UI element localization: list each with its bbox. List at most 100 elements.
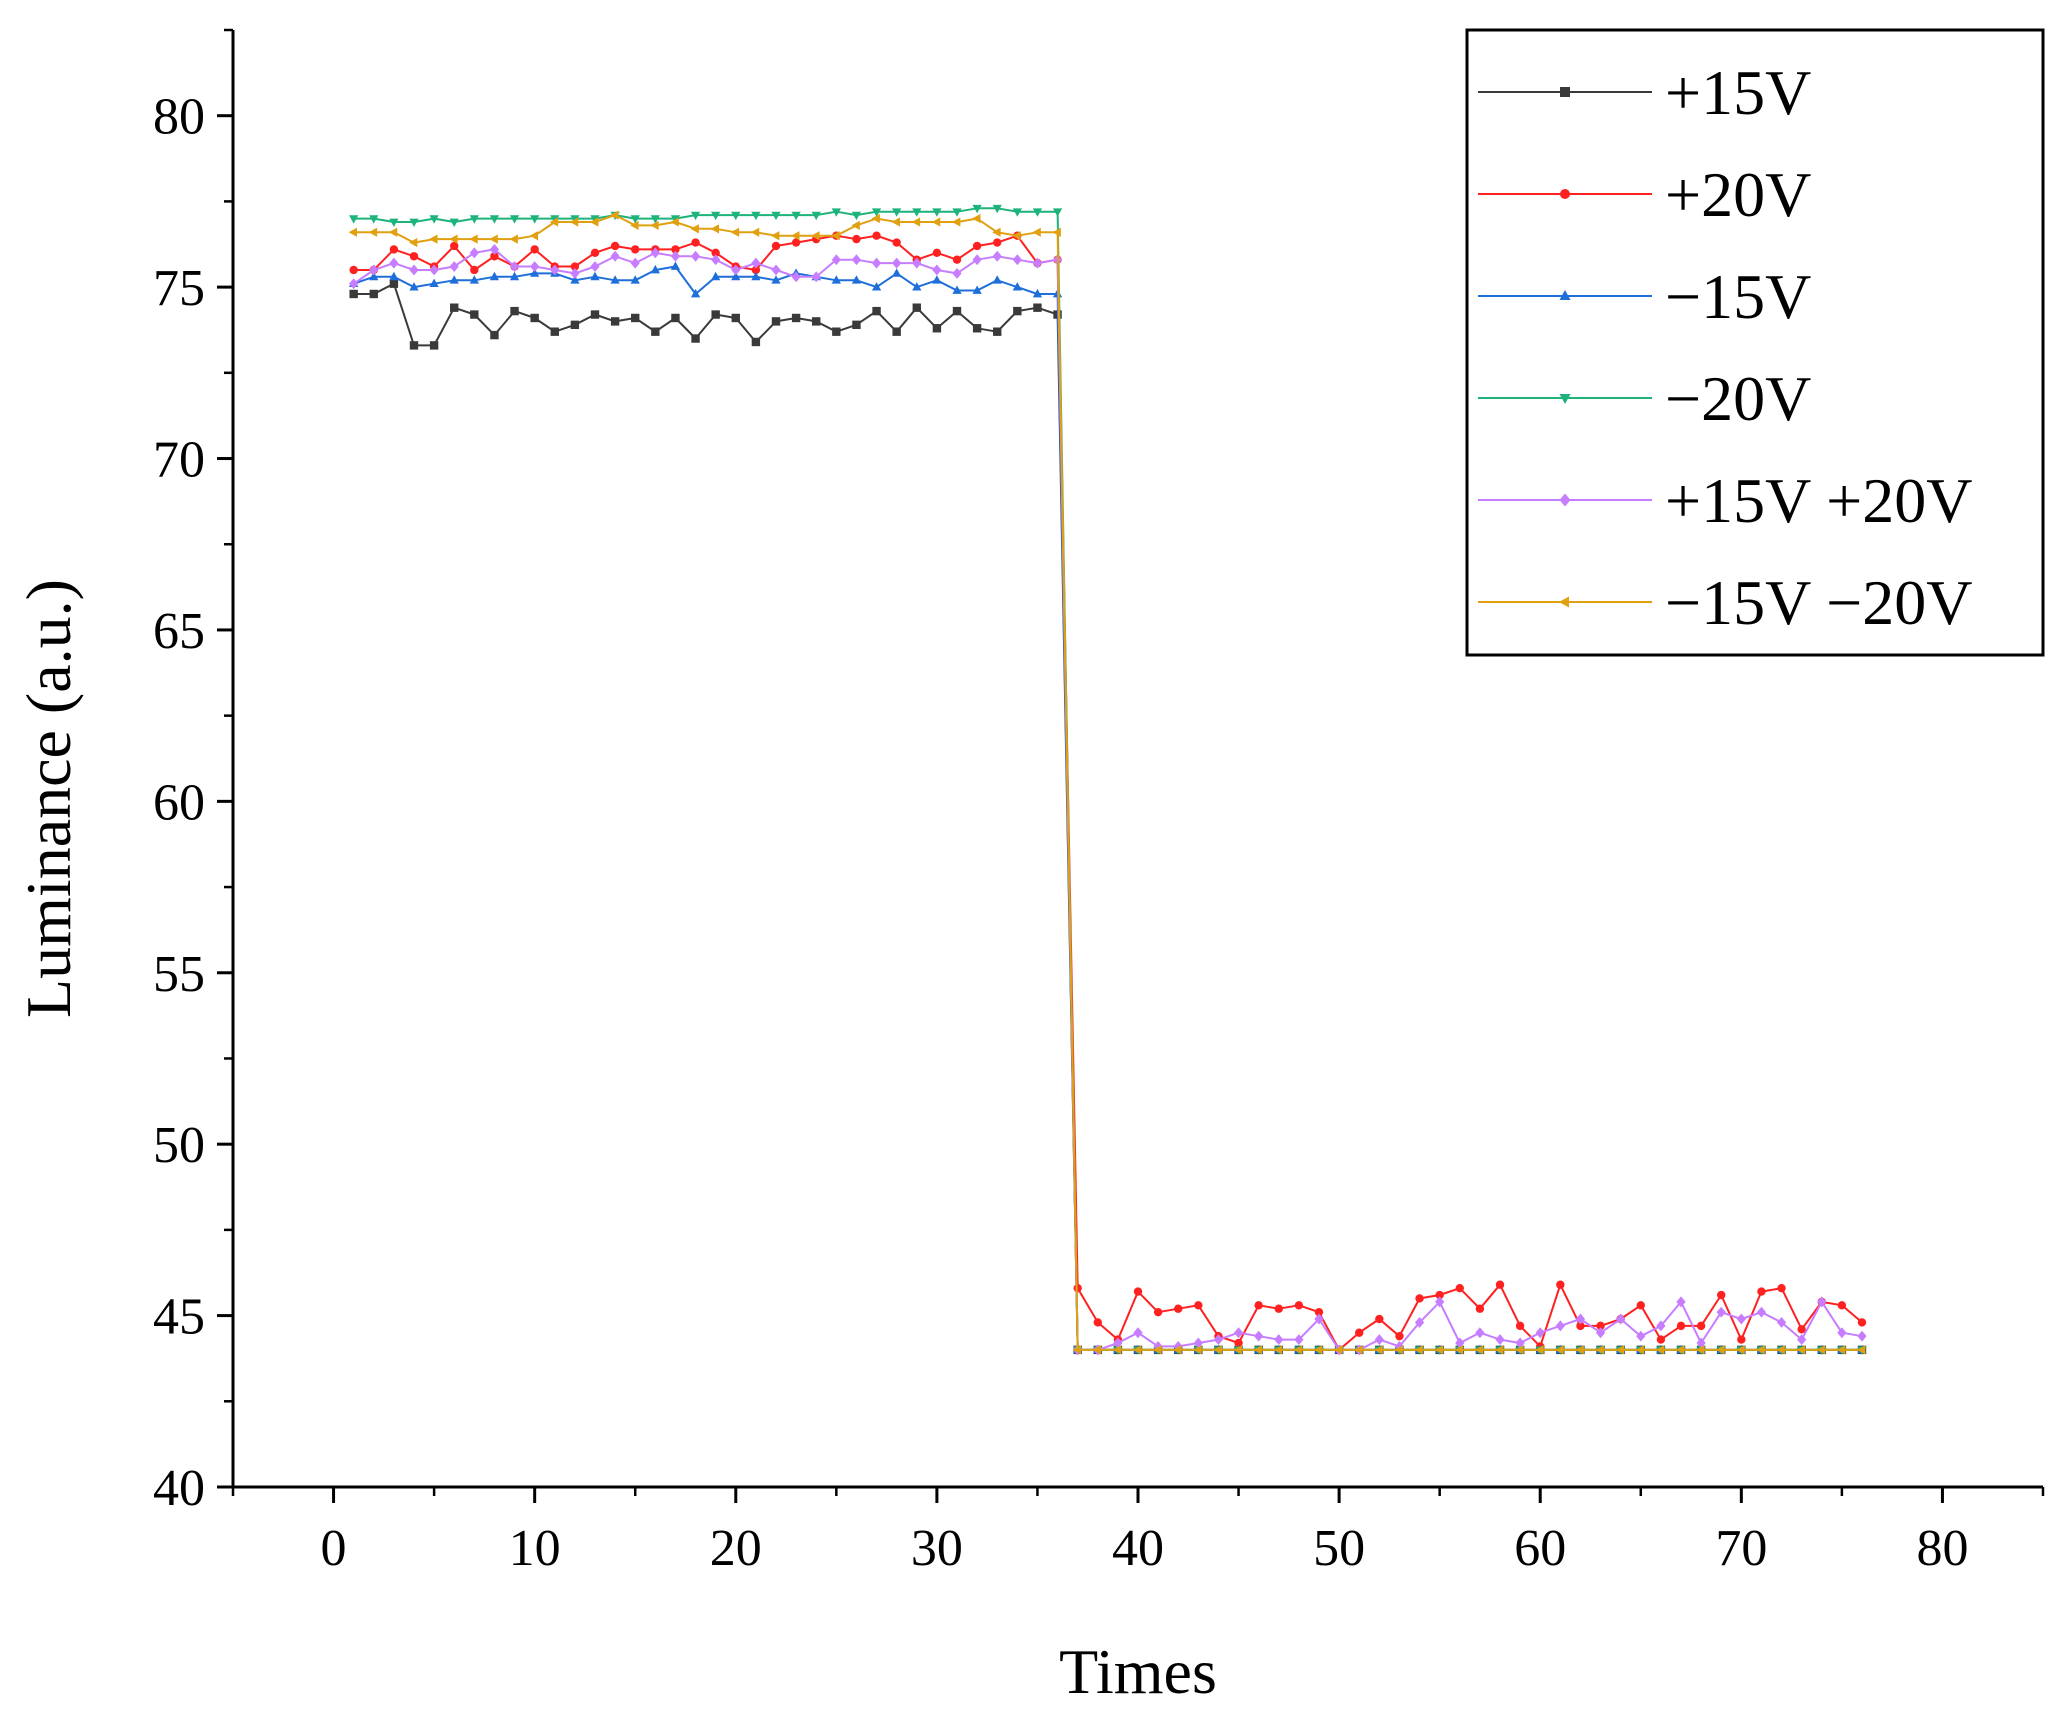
data-point [409,282,419,291]
data-point [409,341,419,350]
data-point [670,217,679,227]
data-point [691,334,700,343]
data-point [1012,282,1022,291]
data-point [1112,1345,1122,1355]
data-point [1615,1345,1625,1355]
x-tick-label: 30 [911,1520,963,1577]
data-point [1576,1321,1585,1331]
data-point [469,234,478,244]
data-point [952,208,962,217]
data-point [1737,1335,1746,1344]
data-point [389,257,399,269]
data-point [1294,1301,1304,1310]
data-point [1072,1345,1082,1355]
legend-marker [1560,87,1570,97]
data-point [1273,1345,1283,1355]
data-point [1495,1334,1505,1346]
data-point [449,218,459,228]
data-point [1494,1345,1504,1355]
y-axis-title: Luminance (a.u.) [13,579,84,1018]
data-point [1113,1337,1123,1349]
series-line [353,248,1863,1351]
data-point [851,275,862,284]
data-point [1515,1337,1525,1349]
data-point [1656,1320,1666,1332]
data-point [1857,1318,1867,1327]
data-point [952,285,962,294]
data-point [409,218,419,228]
data-point [831,231,840,241]
data-point [1776,1345,1785,1355]
data-point [470,265,479,275]
data-point [1012,231,1021,241]
data-point [972,254,982,266]
data-point [932,248,942,258]
data-point [631,313,640,323]
data-point [932,275,942,284]
y-tick-label: 70 [153,432,205,489]
chart-axes-layer: 0 10 20 30 40 50 60 70 80 40 45 50 55 60 65 70 75 80 [153,28,2045,1577]
data-point [1033,303,1042,312]
data-point [1656,1335,1666,1344]
series-4 [349,243,1867,1356]
data-point [1797,1325,1806,1334]
data-point [409,264,419,276]
data-point [1475,1304,1485,1313]
data-point [791,231,800,241]
data-point [751,271,761,281]
data-point [650,220,659,231]
data-point [1515,1345,1524,1355]
data-point [510,306,519,316]
y-tick-label: 55 [153,946,205,1003]
data-point [1374,1334,1384,1346]
data-point [711,271,721,281]
data-point [1233,1345,1242,1355]
data-point [871,282,882,291]
data-point [972,285,982,294]
data-point [570,275,580,284]
data-point [1093,1318,1102,1327]
data-point [1776,1316,1787,1328]
data-point [1555,1320,1565,1332]
data-point [429,278,439,288]
data-point [1435,1296,1445,1308]
data-point [1354,1345,1363,1355]
data-point [811,231,820,241]
data-point [1414,1345,1423,1355]
data-point [993,327,1002,336]
data-point [449,234,458,244]
data-point [1153,1345,1162,1355]
data-point [408,237,418,248]
data-point [388,227,398,237]
data-point [1817,1296,1827,1308]
data-point [1032,208,1043,217]
data-point [509,261,520,273]
data-point [1313,1345,1323,1355]
data-point [932,208,942,217]
data-point [831,208,841,217]
data-point [509,271,520,281]
chart-series-layer [348,204,1867,1356]
data-point [650,247,660,259]
data-point [1515,1321,1525,1331]
data-point [450,303,459,312]
data-point [1816,1345,1826,1355]
data-point [450,241,459,251]
data-point [912,303,921,312]
data-point [992,227,1001,237]
data-point [1475,1327,1485,1339]
data-point [1233,1327,1244,1339]
data-point [1394,1345,1403,1355]
data-point [651,327,660,336]
data-point [671,245,680,254]
data-point [1535,1345,1544,1355]
data-point [811,271,821,283]
data-point [610,250,620,262]
data-point [449,275,459,284]
data-point [1636,1330,1646,1342]
data-point [992,275,1002,284]
data-point [489,243,500,255]
x-tick-label: 70 [1715,1520,1767,1577]
data-point [1395,1331,1404,1341]
data-point [1495,1280,1505,1289]
